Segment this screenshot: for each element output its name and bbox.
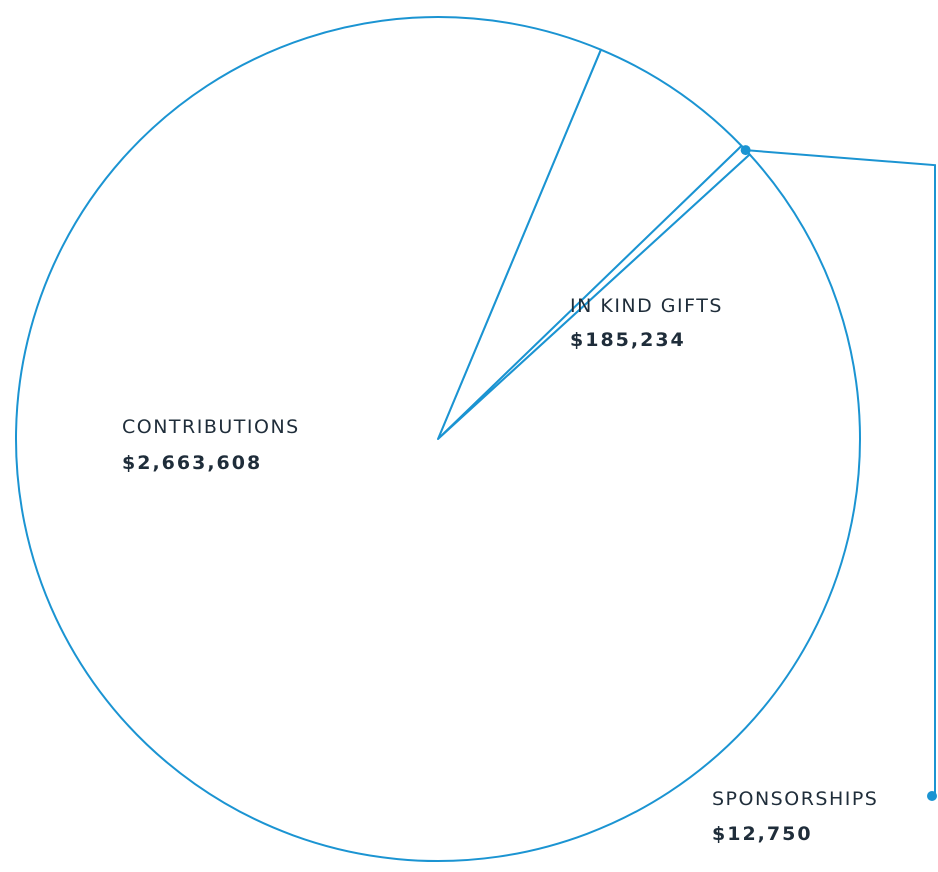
sponsorships-callout bbox=[740, 145, 937, 801]
sponsorships-value: $12,750 bbox=[712, 823, 813, 845]
callout-anchor-dot bbox=[740, 145, 751, 156]
contributions-label: CONTRIBUTIONS bbox=[122, 416, 300, 438]
callout-end-dot bbox=[927, 791, 937, 801]
in-kind-gifts-label: IN KIND GIFTS bbox=[570, 295, 723, 317]
pie-slices bbox=[15, 16, 861, 862]
sponsorships-label: SPONSORSHIPS bbox=[712, 788, 878, 810]
callout-leader-line bbox=[745, 149, 936, 796]
contributions-value: $2,663,608 bbox=[122, 452, 262, 474]
pie-slice-in-kind-gifts bbox=[437, 48, 743, 440]
pie-slice-contributions bbox=[15, 16, 861, 862]
in-kind-gifts-value: $185,234 bbox=[570, 329, 686, 351]
